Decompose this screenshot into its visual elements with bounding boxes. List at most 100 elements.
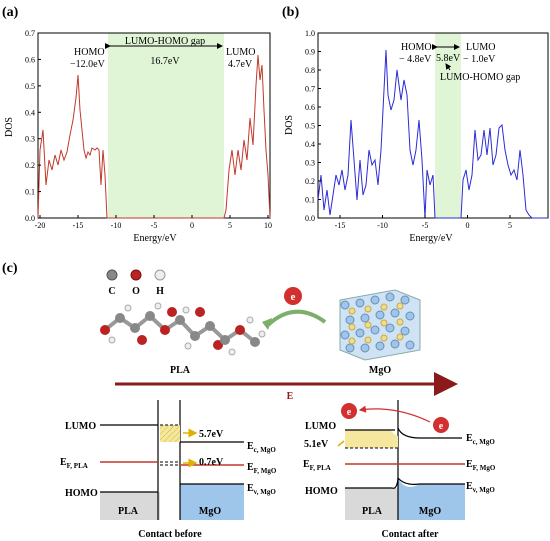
yticks-b-label: 0.9: [305, 48, 315, 57]
gap-value-b: 5.8eV: [436, 53, 461, 64]
xticks-a-label: -20: [35, 221, 46, 230]
yticks-b-label: 0.0: [305, 214, 315, 223]
caption-after: Contact after: [382, 529, 439, 540]
panel-a-label: (a): [2, 5, 19, 20]
xticks-b: -15 -10 -5 0 5: [335, 215, 512, 230]
box-mgo-before: MgO: [199, 506, 221, 517]
ef-pla-after: EF, PLA: [303, 459, 331, 472]
yticks-b: 0.0 0.1 0.2 0.3 0.4 0.5 0.6 0.7 0.8 0.9 1.0: [305, 29, 321, 223]
lumo-label-a: LUMO: [226, 47, 255, 58]
lumo-value-a: 4.7eV: [228, 59, 253, 70]
ev-mgo-after: Ev, MgO: [466, 481, 495, 494]
homo-label-a: HOMO: [74, 47, 105, 58]
lumo-before: LUMO: [65, 421, 96, 432]
xticks-a-label: -15: [73, 221, 84, 230]
homo-before: HOMO: [65, 488, 98, 499]
yticks-a-label: 0.0: [25, 214, 35, 223]
pla-label: PLA: [170, 365, 191, 376]
yticks-a-label: 0.3: [25, 135, 35, 144]
atom-legend: C O H: [106, 269, 166, 297]
panel-c-label: (c): [2, 261, 18, 276]
xticks-b-label: 0: [466, 221, 470, 230]
ylabel-b: DOS: [284, 115, 295, 135]
yticks-a-label: 0.5: [25, 82, 35, 91]
gap-label-b: LUMO-HOMO gap: [440, 72, 520, 83]
panel-b: (b) HOMO − 4.8eV LUMO − 1.0eV 5.8eV LUMO…: [282, 5, 549, 244]
yticks-a-label: 0.7: [25, 29, 35, 38]
yticks-a-label: 0.6: [25, 55, 35, 64]
xticks-b-label: -5: [422, 221, 429, 230]
box-pla-after: PLA: [362, 506, 383, 517]
mgo-box-before: [180, 484, 244, 520]
homo-value-b: − 4.8eV: [399, 54, 432, 65]
ef-pla-before: EF, PLA: [60, 457, 88, 470]
xticks-a-label: 0: [190, 221, 194, 230]
legend-c: C: [108, 286, 115, 297]
homo-value-a: −12.0eV: [70, 59, 106, 70]
yticks-b-label: 0.3: [305, 159, 315, 168]
ef-mgo-after: EF, MgO: [466, 459, 496, 472]
mgo-label: MgO: [369, 365, 391, 376]
svg-text:e: e: [439, 421, 444, 432]
ec-mgo-before: Ec, MgO: [247, 441, 276, 454]
dos-curve-a: [37, 54, 271, 219]
pla-molecule-icon: [100, 302, 266, 356]
yticks-b-label: 0.8: [305, 66, 315, 75]
yticks-a-label: 0.1: [25, 188, 35, 197]
ev-mgo-before: Ev, MgO: [247, 483, 276, 496]
dos-curve-b: [317, 49, 548, 219]
gap-label-a: LUMO-HOMO gap: [125, 36, 205, 47]
xticks-b-label: -10: [377, 221, 388, 230]
transfer-arrow-icon: [266, 309, 327, 327]
yticks-a-label: 0.4: [25, 108, 35, 117]
xticks-b-label: -15: [335, 221, 346, 230]
gap-5-7: 5.7eV: [199, 429, 224, 440]
axes-b: [317, 32, 549, 219]
xticks-a-label: -10: [111, 221, 122, 230]
xlabel-b: Energy/eV: [409, 233, 453, 244]
band-diagram-after: e e: [337, 400, 465, 520]
caption-before: Contact before: [138, 529, 202, 540]
panel-a: (a) LUMO-HOMO gap 16.7eV HOMO −12.0eV LU…: [2, 5, 272, 244]
carbon-atom-icon: [106, 269, 118, 281]
homo-after: HOMO: [305, 486, 338, 497]
field-label: E: [287, 391, 294, 402]
pla-box-after: [345, 488, 398, 520]
legend-o: O: [132, 286, 140, 297]
yticks-b-label: 0.4: [305, 140, 315, 149]
electron-symbol: e: [291, 291, 296, 303]
gap-0-7: 0.7eV: [199, 457, 224, 468]
lumo-value-b: − 1.0eV: [463, 54, 496, 65]
xticks-a-label: -5: [151, 221, 158, 230]
gap-band-a: [108, 33, 224, 218]
pla-box-before: [100, 492, 160, 520]
homo-label-b: HOMO: [401, 42, 432, 53]
yticks-b-label: 0.2: [305, 177, 315, 186]
xticks-a-label: 10: [264, 221, 272, 230]
yticks-a: 0.0 0.1 0.2 0.3 0.4 0.5 0.6 0.7: [25, 29, 41, 223]
ec-mgo-after: Ec, MgO: [466, 433, 495, 446]
yticks-a-label: 0.2: [25, 161, 35, 170]
panel-c: (c) C O H PLA e: [2, 261, 496, 540]
box-pla-before: PLA: [118, 506, 139, 517]
xticks-a-label: 5: [228, 221, 232, 230]
band-diagram-before: [100, 400, 244, 520]
svg-text:e: e: [347, 407, 352, 418]
yticks-b-label: 1.0: [305, 29, 315, 38]
legend-h: H: [156, 286, 164, 297]
lumo-label-b: LUMO: [466, 42, 495, 53]
electron-icon: [284, 287, 302, 305]
gap-value-a: 16.7eV: [150, 56, 180, 67]
yticks-b-label: 0.7: [305, 85, 315, 94]
lumo-after: LUMO: [305, 421, 336, 432]
hydrogen-atom-icon: [154, 269, 166, 281]
electron-left-icon: [341, 403, 357, 419]
ylabel-a: DOS: [4, 117, 15, 137]
xticks-b-label: 5: [508, 221, 512, 230]
xlabel-a: Energy/eV: [133, 233, 177, 244]
box-mgo-after: MgO: [419, 506, 441, 517]
yticks-b-label: 0.5: [305, 122, 315, 131]
gap-5-1: 5.1eV: [304, 439, 329, 450]
mgo-crystal-icon: [339, 289, 421, 361]
